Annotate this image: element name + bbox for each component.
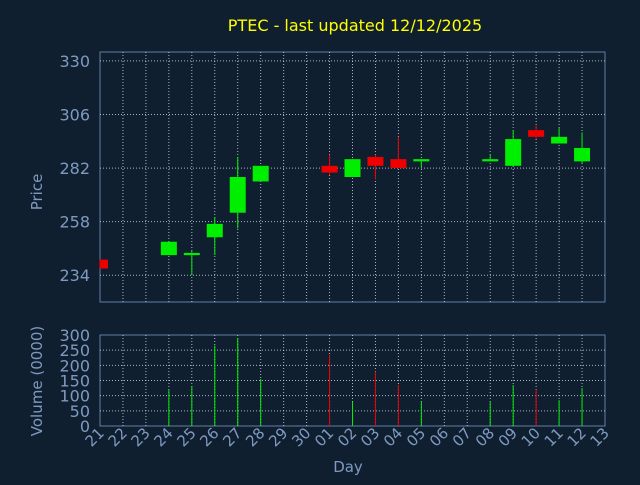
price-tick-label: 234 [59,266,90,285]
candle [183,250,200,276]
candle-body [321,165,338,173]
x-axis: 2122232425262728293001020304050607080910… [82,424,613,450]
candle-body [229,177,246,213]
candle [528,125,545,140]
price-tick-label: 282 [59,159,90,178]
candle [160,241,177,256]
volume-tick-label: 150 [59,372,90,391]
price-tick-label: 258 [59,213,90,232]
candle-body [252,165,269,182]
candle [482,154,499,162]
candle-body [482,159,499,162]
candle-body [413,159,430,162]
candle [574,132,591,164]
volume-tick-label: 250 [59,341,90,360]
candle-body [206,223,223,238]
candle [505,130,522,166]
candle [344,159,361,177]
candle [252,165,269,182]
candle-body [574,147,591,162]
x-axis-label: Day [333,458,363,476]
candle [551,127,568,144]
price-axis-label: Price [28,174,46,211]
candle-body [100,259,108,269]
candle-body [183,252,200,256]
candle-body [390,159,407,169]
candle-body [344,159,361,177]
candle [390,136,407,169]
candle-body [528,130,545,137]
candle-body [367,156,384,166]
candle [321,154,338,175]
candle-body [160,241,177,256]
volume-tick-label: 200 [59,356,90,375]
candle [367,154,384,180]
volume-tick-label: 300 [59,326,90,345]
candle [229,156,246,229]
price-tick-label: 330 [59,52,90,71]
price-tick-label: 306 [59,106,90,125]
x-tick-label: 13 [587,424,613,450]
chart-title: PTEC - last updated 12/12/2025 [228,16,482,35]
candle-body [551,136,568,144]
volume-tick-label: 100 [59,387,90,406]
volume-tick-label: 0 [80,417,90,436]
candle [99,259,108,269]
price-panel: 234 258 282 306 330 [59,51,606,303]
volume-tick-label: 50 [70,402,90,421]
volume-axis-label: Volume (0000) [28,326,46,436]
candle-body [505,139,522,166]
candle [413,159,430,169]
candle [206,217,223,256]
